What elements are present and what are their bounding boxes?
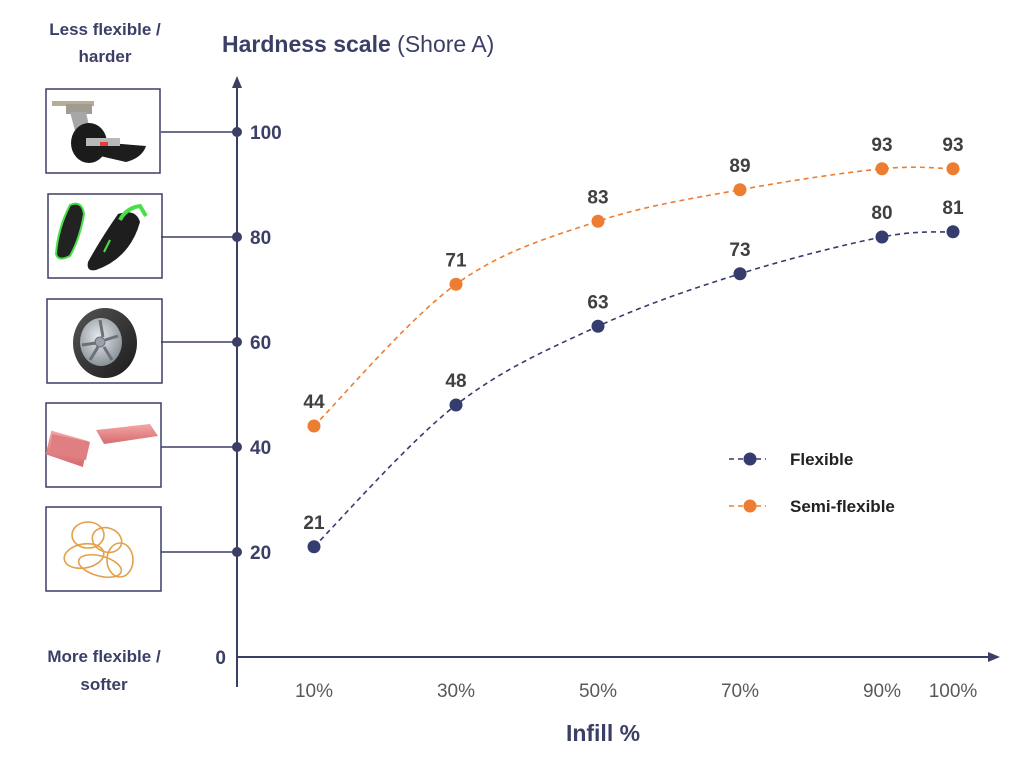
legend-label: Flexible [790,450,853,469]
legend-item: Semi-flexible [729,497,895,516]
data-label: 63 [587,292,608,313]
data-label: 44 [303,392,325,413]
y-ticks: 0 20 40 60 80 100 [215,123,281,669]
x-tick-label: 30% [437,681,475,702]
data-point [449,398,463,412]
bottom-annotation-line1: More flexible / [47,647,161,666]
x-ticks: 10% 30% 50% 70% 90% 100% [295,681,977,702]
data-point [946,225,960,239]
data-point [875,230,889,244]
y-tick-dot [232,442,242,452]
axes [232,76,1000,687]
sandals-image [47,193,163,279]
data-point [307,419,321,433]
chart-title-rest: (Shore A) [391,31,495,57]
rubber-bands-image [45,506,162,592]
y-tick-dot [232,337,242,347]
series-flexible: 21 48 63 73 80 81 [303,198,964,554]
data-label: 83 [587,187,608,208]
x-tick-label: 10% [295,681,333,702]
data-label: 71 [445,250,467,271]
y-tick-dot [232,127,242,137]
y-tick-label: 80 [250,228,271,249]
data-label: 81 [942,198,964,219]
data-point [449,277,463,291]
legend-marker [743,452,757,466]
y-tick-label: 20 [250,543,271,564]
data-label: 21 [303,513,325,534]
chart-title-bold: Hardness scale [222,31,391,57]
x-tick-label: 70% [721,681,759,702]
car-tire-image [46,298,163,384]
data-point [307,540,321,554]
bottom-annotation-line2: softer [80,675,128,694]
data-point [591,319,605,333]
y-tick-label: 60 [250,333,271,354]
data-label: 80 [871,203,892,224]
y-tick-label: 40 [250,438,271,459]
y-axis-arrow [232,76,242,88]
reference-images [45,88,233,592]
x-tick-label: 50% [579,681,617,702]
data-point [733,267,747,281]
data-label: 73 [729,240,750,261]
data-point [591,214,605,228]
legend-marker [743,499,757,513]
x-tick-label: 100% [929,681,978,702]
y-tick-label: 0 [215,648,226,669]
series-layer: 21 48 63 73 80 81 44 71 83 89 93 93 [303,135,964,554]
data-point [875,162,889,176]
y-tick-dot [232,232,242,242]
data-label: 93 [871,135,892,156]
data-label: 89 [729,156,750,177]
x-axis-label: Infill % [566,720,640,746]
x-axis-arrow [988,652,1000,662]
y-tick-label: 100 [250,123,282,144]
data-point [946,162,960,176]
data-label: 93 [942,135,963,156]
top-annotation-line1: Less flexible / [49,20,161,39]
caster-wheel-image [45,88,161,174]
y-tick-dot [232,547,242,557]
data-point [733,183,747,197]
series-semi-flexible: 44 71 83 89 93 93 [303,135,964,433]
series-line [313,166,954,427]
legend: Flexible Semi-flexible [729,450,895,516]
top-annotation-line2: harder [79,47,132,66]
x-tick-label: 90% [863,681,901,702]
data-label: 48 [445,371,466,392]
legend-item: Flexible [729,450,853,469]
erasers-image [45,402,162,488]
legend-label: Semi-flexible [790,497,895,516]
chart-title: Hardness scale (Shore A) [222,31,494,57]
